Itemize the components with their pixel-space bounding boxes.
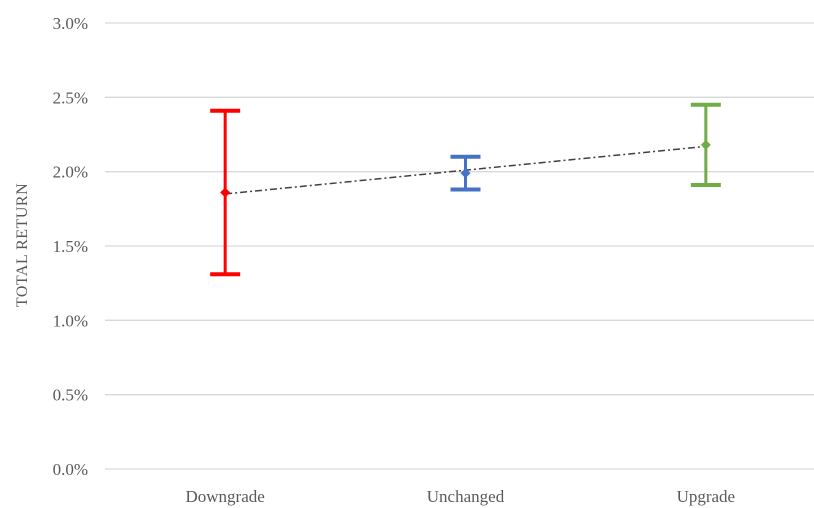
gridlines [105,22,814,470]
y-tick-label: 1.5% [53,237,88,256]
x-category-label: Unchanged [427,487,505,506]
x-category-label: Upgrade [677,487,736,506]
y-axis-title: TOTAL RETURN [14,183,31,307]
y-tick-label: 0.5% [53,386,88,405]
data-point [460,168,471,179]
x-axis-categories: Downgrade Unchanged Upgrade [186,487,736,506]
y-tick-label: 1.0% [53,311,88,330]
y-tick-label: 2.0% [53,163,88,182]
y-tick-label: 3.0% [53,14,88,33]
x-category-label: Downgrade [186,487,265,506]
y-axis-ticks: 0.0% 0.5% 1.0% 1.5% 2.0% 2.5% 3.0% [53,14,88,479]
y-tick-label: 2.5% [53,88,88,107]
y-tick-label: 0.0% [53,460,88,479]
data-point [220,187,231,198]
data-points [220,139,711,198]
error-bars [210,102,721,277]
data-point [700,139,711,150]
